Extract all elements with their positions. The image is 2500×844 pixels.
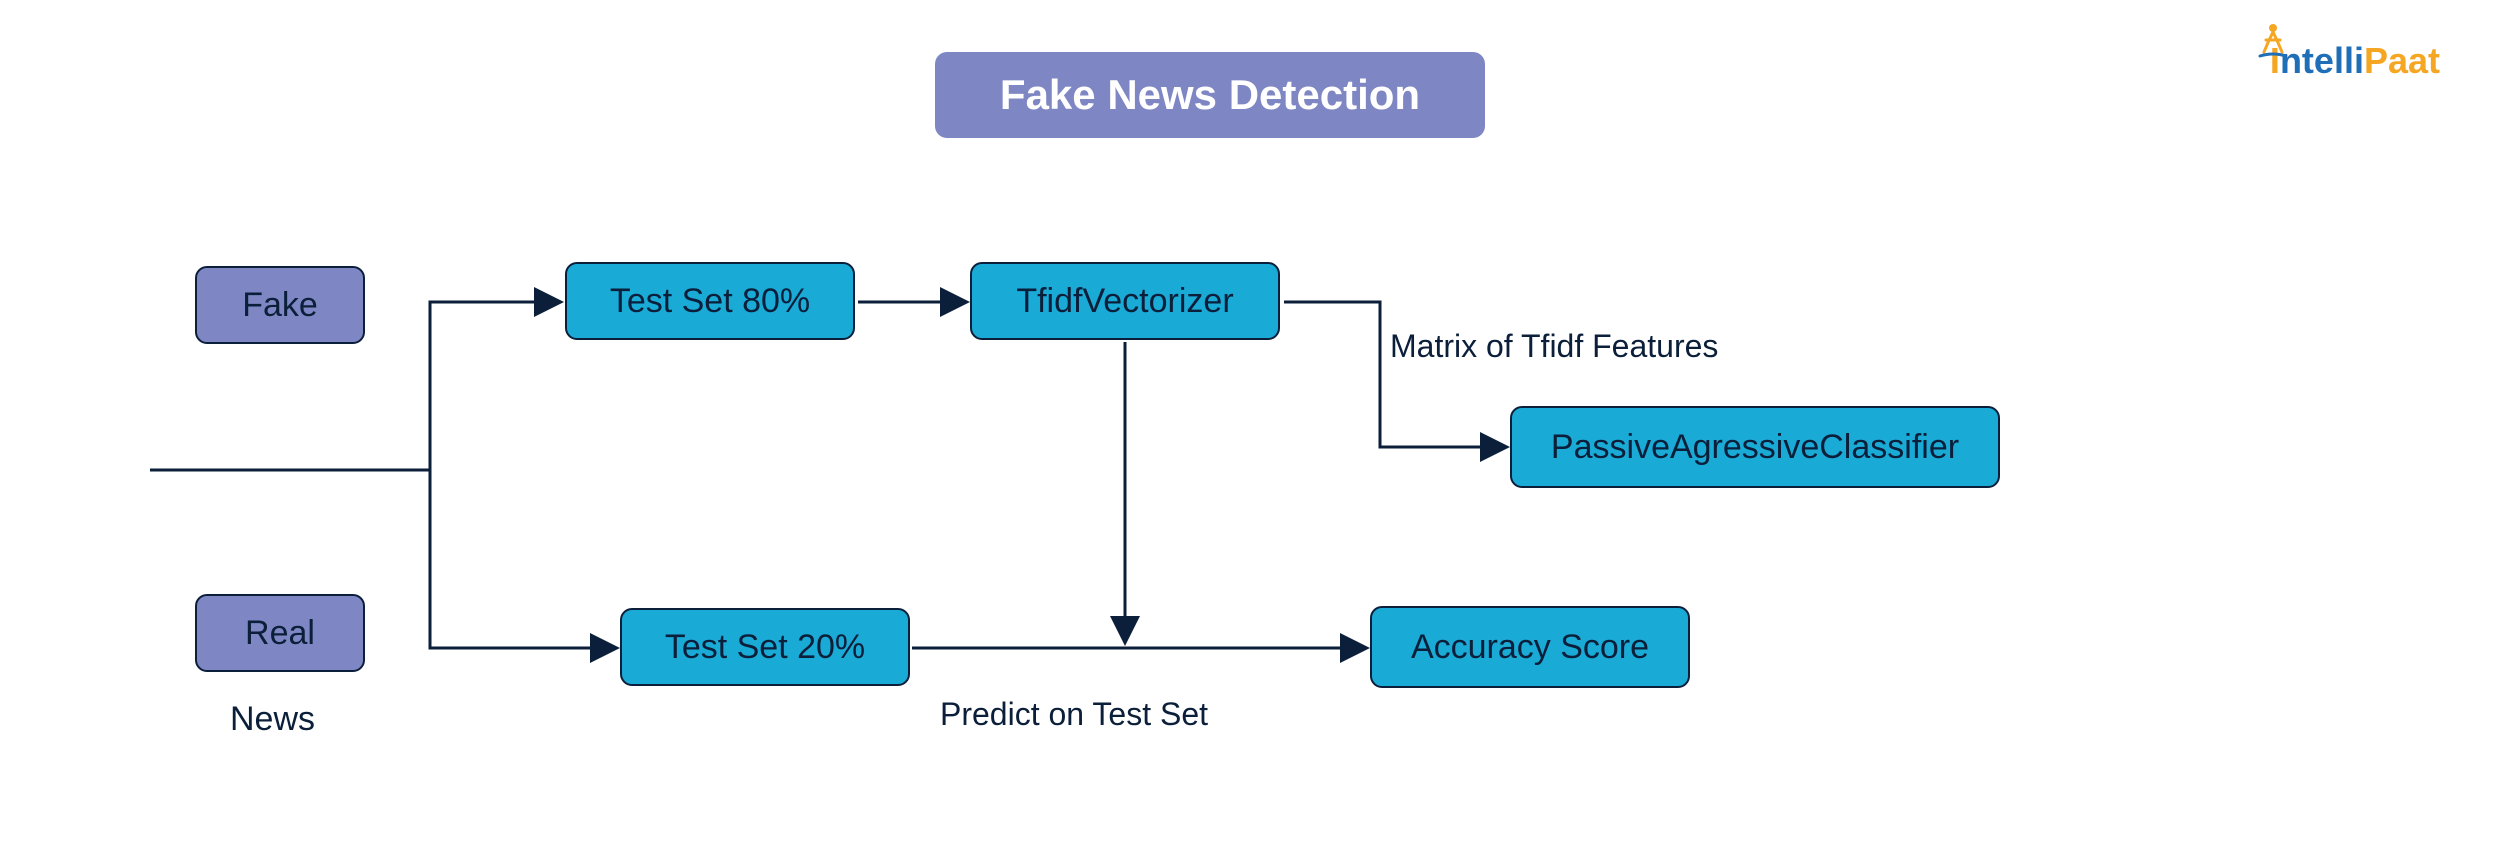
node-real: Real	[195, 594, 365, 672]
logo-text-paat: Paat	[2364, 40, 2440, 82]
node-fake: Fake	[195, 266, 365, 344]
label-news: News	[230, 700, 315, 739]
node-test80: Test Set 80%	[565, 262, 855, 340]
brand-logo: IntelliPaat	[2270, 40, 2440, 82]
logo-text-ntelli: ntelli	[2280, 40, 2364, 82]
node-tfidf: TfidfVectorizer	[970, 262, 1280, 340]
label-matrix: Matrix of Tfidf Features	[1390, 328, 1718, 365]
node-test20: Test Set 20%	[620, 608, 910, 686]
node-passive-aggressive-classifier: PassiveAgressiveClassifier	[1510, 406, 2000, 488]
logo-figure-icon	[2258, 22, 2288, 60]
diagram-title: Fake News Detection	[935, 52, 1485, 138]
label-predict: Predict on Test Set	[940, 696, 1208, 733]
node-accuracy-score: Accuracy Score	[1370, 606, 1690, 688]
